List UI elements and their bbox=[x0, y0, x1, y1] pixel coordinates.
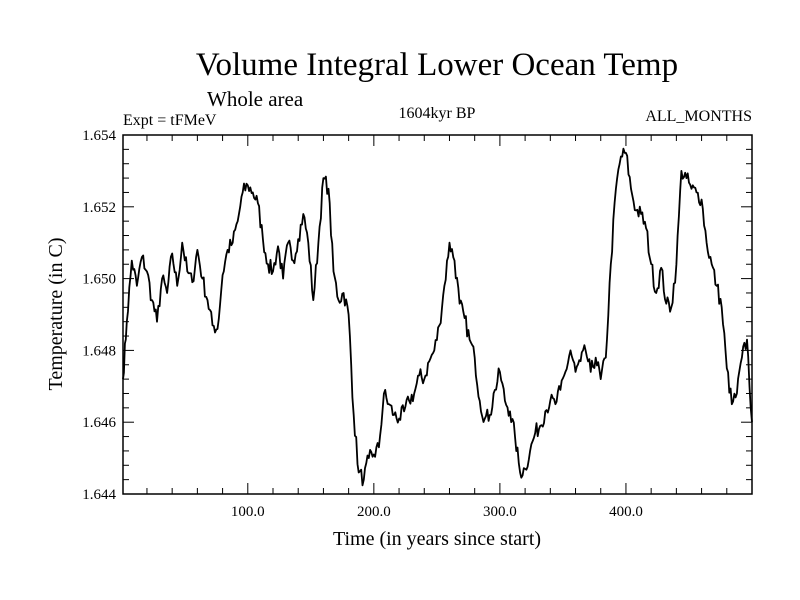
x-tick-label: 200.0 bbox=[357, 504, 391, 520]
chart-title: Volume Integral Lower Ocean Temp bbox=[196, 47, 678, 83]
months-label: ALL_MONTHS bbox=[645, 108, 752, 125]
x-tick-label: 100.0 bbox=[231, 504, 265, 520]
y-tick-label: 1.648 bbox=[82, 343, 116, 359]
period-label: 1604kyr BP bbox=[399, 105, 476, 122]
x-tick-label: 300.0 bbox=[483, 504, 517, 520]
y-axis-label: Temperature (in C) bbox=[45, 238, 67, 391]
chart-subtitle: Whole area bbox=[207, 87, 304, 111]
x-tick-label: 400.0 bbox=[609, 504, 643, 520]
x-axis-label: Time (in years since start) bbox=[333, 528, 541, 550]
temperature-series-line bbox=[122, 147, 753, 487]
y-tick-label: 1.644 bbox=[82, 487, 116, 503]
y-tick-label: 1.650 bbox=[82, 272, 116, 288]
plot-area: 100.0 200.0 300.0 400.0 1.644 1.646 1.648 1.65… bbox=[82, 128, 753, 520]
y-axis-ticks: 1.644 1.646 1.648 1.650 1.652 1.654 bbox=[82, 128, 752, 503]
y-tick-label: 1.646 bbox=[82, 415, 116, 431]
plot-frame bbox=[122, 134, 753, 495]
x-axis-ticks: 100.0 200.0 300.0 400.0 bbox=[146, 135, 728, 520]
y-tick-label: 1.652 bbox=[82, 200, 116, 216]
experiment-label: Expt = tFMeV bbox=[123, 112, 217, 129]
y-tick-label: 1.654 bbox=[82, 128, 116, 144]
